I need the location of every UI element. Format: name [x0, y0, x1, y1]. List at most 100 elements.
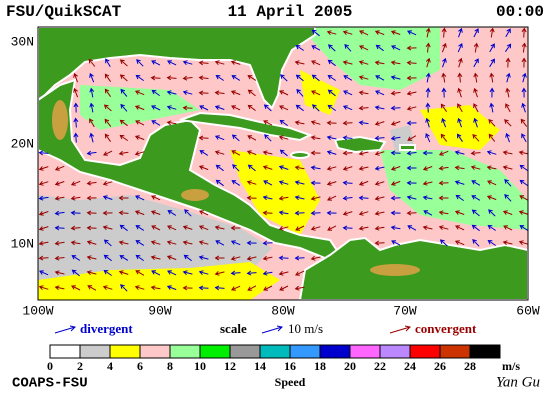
wind-arrow: [135, 240, 145, 246]
colorbar-label: 28: [464, 359, 476, 373]
wind-arrow: [167, 210, 177, 216]
wind-arrow: [295, 225, 305, 231]
wind-arrow: [262, 240, 273, 246]
signature: Yan Gu: [496, 374, 540, 390]
wind-arrow: [246, 270, 257, 276]
wind-arrow: [471, 195, 481, 201]
wind-arrow: [278, 180, 289, 186]
colorbar-label: 2: [77, 359, 83, 373]
wind-arrow: [441, 87, 447, 98]
wind-arrow: [166, 105, 177, 110]
wind-arrow: [262, 165, 273, 170]
wind-arrow: [505, 28, 511, 38]
wind-arrow: [425, 57, 431, 68]
wind-arrow: [230, 90, 241, 96]
wind-arrow: [521, 133, 527, 143]
wind-arrow: [118, 210, 129, 216]
wind-arrow: [103, 269, 112, 276]
wind-arrow: [374, 121, 385, 126]
wind-arrow: [262, 210, 273, 216]
wind-arrow: [104, 133, 112, 142]
wind-arrow: [199, 150, 209, 156]
wind-arrow: [406, 45, 417, 51]
wind-arrow: [358, 180, 369, 186]
legend: divergent scale 10 m/s convergent: [54, 321, 477, 336]
legend-arrow: [389, 325, 412, 334]
wind-arrow: [135, 195, 145, 201]
wind-arrow: [473, 42, 479, 53]
wind-arrow: [503, 225, 513, 231]
highland: [181, 189, 209, 201]
wind-arrow: [150, 255, 161, 261]
wind-arrow: [504, 119, 512, 127]
wind-arrow: [150, 75, 161, 81]
land: [179, 111, 313, 142]
wind-arrow: [247, 104, 256, 112]
wind-arrow: [54, 270, 65, 276]
wind-arrow: [182, 60, 193, 66]
wind-arrow: [73, 132, 79, 143]
lat-label: 30N: [11, 34, 34, 49]
wind-arrow: [390, 75, 401, 81]
wind-arrow: [118, 150, 129, 156]
wind-arrow: [502, 150, 513, 156]
wind-arrow: [136, 59, 144, 67]
wind-arrow: [120, 103, 128, 112]
colorbar-label: 12: [224, 359, 236, 373]
wind-arrow: [423, 210, 433, 216]
wind-arrow: [295, 44, 304, 51]
wind-arrow: [89, 87, 95, 98]
wind-arrow: [327, 195, 337, 201]
wind-arrow: [182, 270, 193, 276]
wind-arrow: [215, 74, 224, 81]
wind-arrow: [38, 226, 49, 231]
wind-arrow: [470, 165, 481, 171]
wind-arrow: [518, 150, 529, 156]
wind-arrow: [454, 210, 465, 215]
credit: COAPS-FSU: [12, 376, 88, 392]
wind-arrow: [279, 149, 288, 157]
wind-arrow: [489, 43, 495, 53]
wind-arrow: [342, 211, 353, 216]
colorbar-label: 14: [254, 359, 266, 373]
colorbar-label: 4: [107, 359, 113, 373]
wind-arrow: [358, 150, 369, 156]
map-frame: [37, 26, 529, 301]
wind-arrow: [231, 134, 240, 142]
land: [37, 78, 342, 260]
wind-arrow: [214, 285, 225, 291]
wind-arrow: [486, 195, 497, 201]
wind-arrow: [118, 270, 129, 275]
wind-arrow: [358, 165, 369, 171]
wind-arrow: [73, 117, 79, 128]
wind-arrow: [521, 27, 527, 38]
wind-arrow: [38, 195, 49, 201]
wind-arrow: [519, 225, 529, 231]
wind-arrow: [374, 195, 385, 201]
wind-arrow: [310, 225, 321, 231]
wind-arrow: [38, 166, 49, 171]
wind-arrow: [454, 180, 465, 185]
wind-arrow: [439, 239, 448, 247]
wind-arrow: [263, 180, 273, 186]
colorbar: 0 2 4 6 8 10 12 14 16 18 20 22 24 26 28 m/s: [47, 344, 520, 373]
legend-convergent: convergent: [415, 321, 477, 336]
wind-arrow: [502, 240, 513, 246]
wind-arrow: [230, 255, 241, 261]
wind-arrow: [454, 165, 465, 171]
wind-arrow: [390, 135, 401, 141]
wind-arrow: [505, 87, 511, 98]
wind-arrow: [473, 87, 478, 98]
wind-arrow: [279, 285, 289, 291]
wind-arrow: [442, 57, 447, 68]
wind-arrow: [406, 75, 417, 81]
wind-arrow: [264, 134, 272, 142]
wind-arrow: [406, 90, 417, 96]
speed-region: [300, 27, 440, 90]
wind-arrow: [487, 224, 496, 231]
wind-arrow: [263, 104, 272, 112]
wind-arrow: [231, 150, 241, 156]
wind-arrow: [489, 102, 495, 113]
wind-arrow: [119, 119, 128, 127]
wind-arrow: [457, 103, 463, 113]
